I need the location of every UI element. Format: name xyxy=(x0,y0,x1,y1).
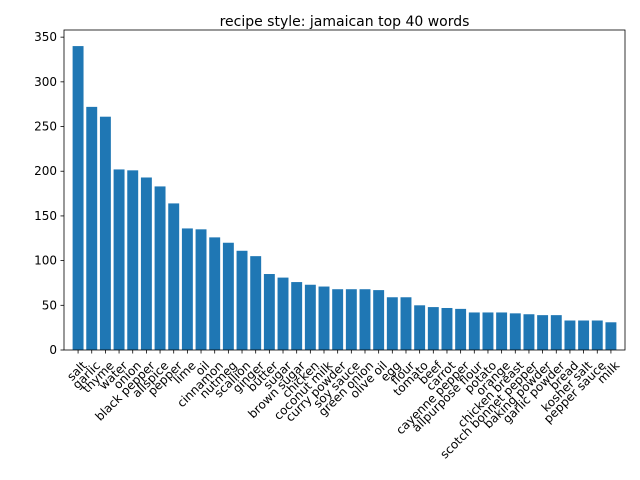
y-tick-label: 300 xyxy=(34,75,57,89)
bar-bread xyxy=(564,320,576,350)
bar-onion xyxy=(127,170,139,350)
bar-scallion xyxy=(236,250,248,350)
bar-garlic-powder xyxy=(550,315,562,350)
y-tick-label: 150 xyxy=(34,209,57,223)
bar-cayenne-pepper xyxy=(455,308,467,350)
bar-sugar xyxy=(277,277,289,350)
bar-chicken xyxy=(304,284,316,350)
bar-baking-powder xyxy=(537,315,549,350)
y-tick-label: 100 xyxy=(34,254,57,268)
y-tick-label: 0 xyxy=(49,343,57,357)
bar-nutmeg xyxy=(222,242,234,350)
bar-flour xyxy=(400,297,412,350)
bar-cinnamon xyxy=(209,237,221,350)
bar-green-onion xyxy=(359,289,371,350)
bars xyxy=(72,46,617,351)
bar-black-pepper xyxy=(140,177,152,350)
bar-garlic xyxy=(86,106,98,351)
bar-milk xyxy=(605,322,617,350)
plot-frame xyxy=(63,29,626,351)
bar-salt xyxy=(72,46,84,351)
bar-carrot xyxy=(441,307,453,350)
bar-scotch-bonnet-pepper xyxy=(523,314,535,350)
bar-allpurpose-flour xyxy=(468,312,480,350)
bar-ginger xyxy=(250,256,262,350)
y-tick-label: 50 xyxy=(42,298,57,312)
bar-allspice xyxy=(154,186,166,350)
bar-chicken-breast xyxy=(509,313,521,350)
bar-potato xyxy=(482,312,494,350)
y-axis: 0 50 100 150 200 250 300 350 xyxy=(34,30,64,357)
y-tick-label: 350 xyxy=(34,30,57,44)
bar-water xyxy=(113,169,125,350)
bar-tomato xyxy=(414,305,426,350)
bar-butter xyxy=(263,274,275,350)
y-tick-label: 250 xyxy=(34,120,57,134)
bar-coconut-milk xyxy=(318,286,330,350)
bar-beef xyxy=(427,307,439,350)
bar-egg xyxy=(386,297,398,350)
bar-pepper-sauce xyxy=(591,320,603,350)
bar-thyme xyxy=(99,116,111,350)
bar-curry-powder xyxy=(332,289,344,350)
bar-lime xyxy=(181,228,193,350)
bar-brown-sugar xyxy=(291,282,303,350)
y-tick-label: 200 xyxy=(34,164,57,178)
chart-title: recipe style: jamaican top 40 words xyxy=(220,14,470,30)
bar-kosher-salt xyxy=(578,320,590,350)
bar-soy-sauce xyxy=(345,289,357,350)
bar-pepper xyxy=(168,203,180,350)
bar-olive-oil xyxy=(373,290,385,350)
bar-oil xyxy=(195,229,207,350)
bar-orange xyxy=(496,312,508,350)
